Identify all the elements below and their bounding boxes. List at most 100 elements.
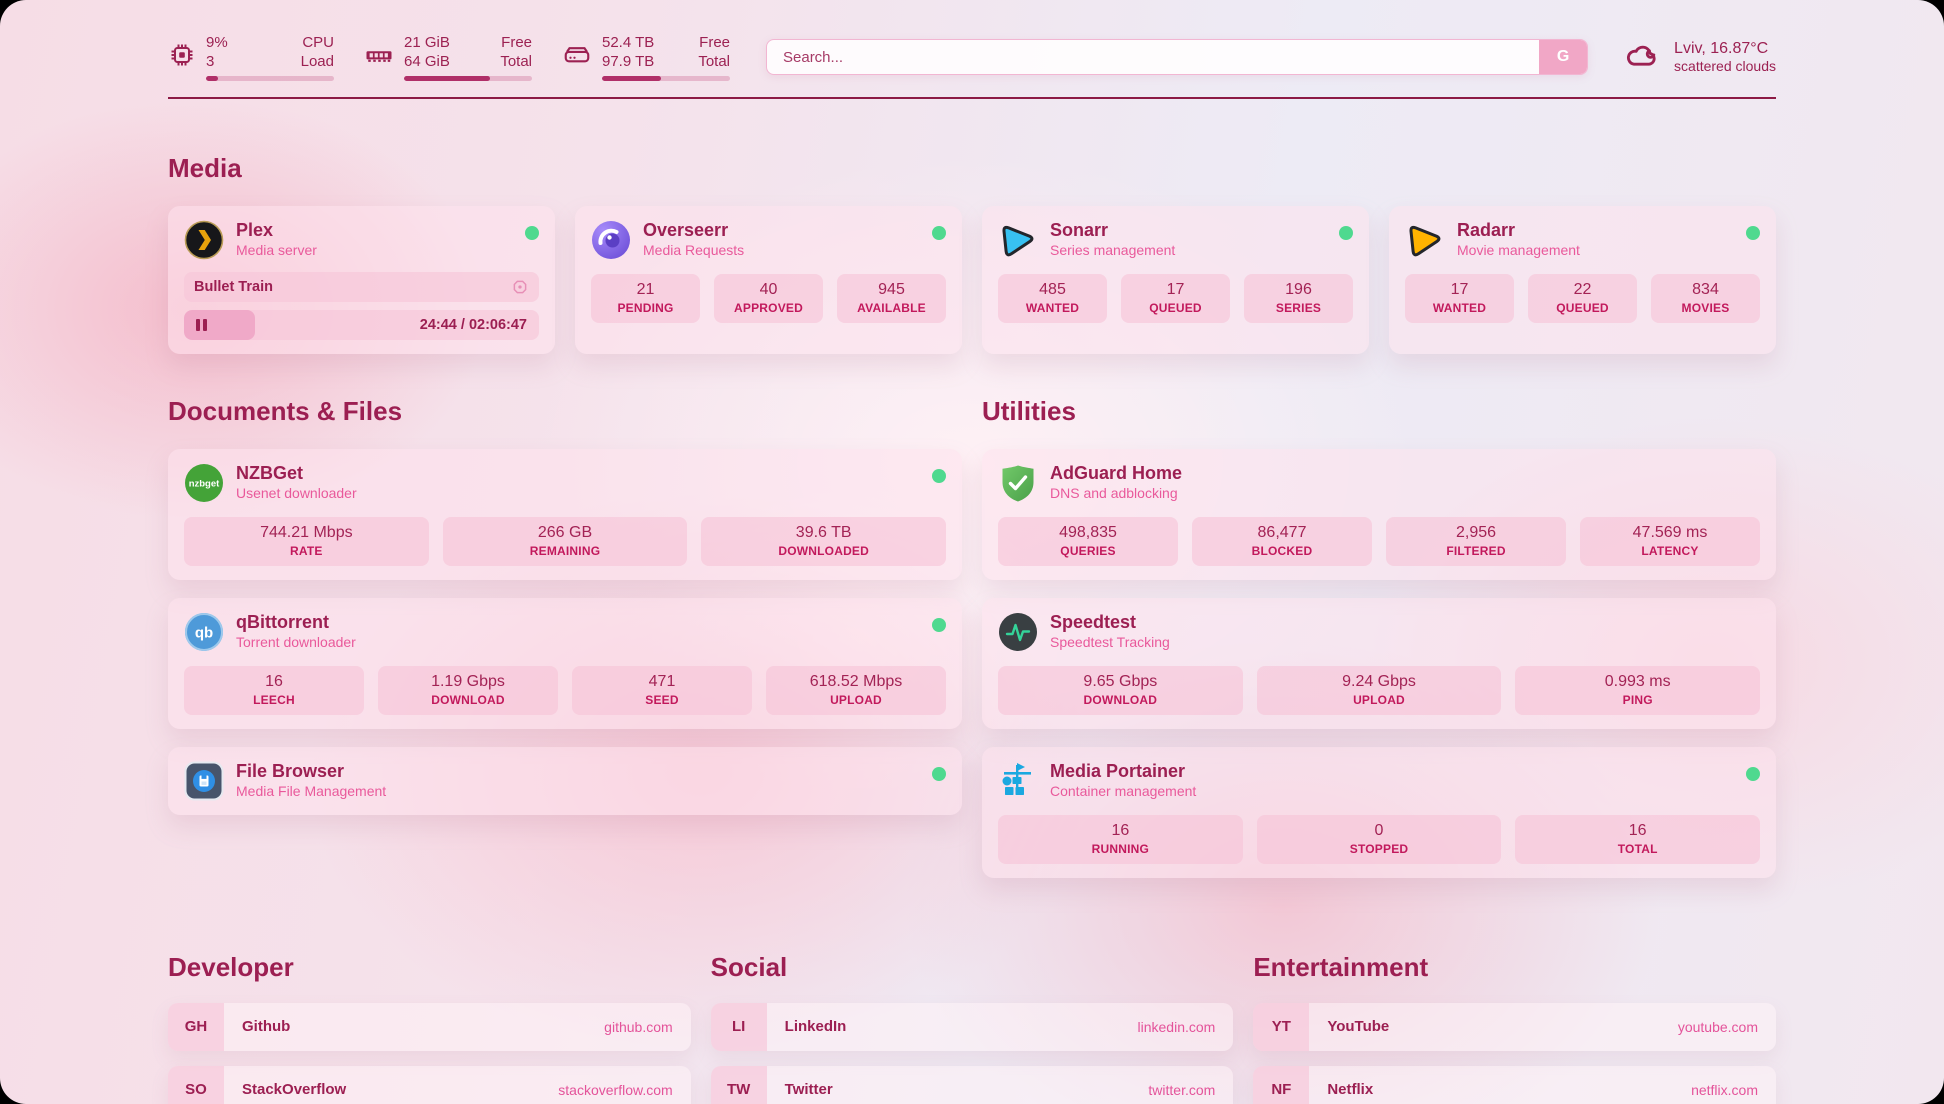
bookmark-url: netflix.com	[1691, 1081, 1758, 1098]
stat-block: 17 WANTED	[1405, 273, 1514, 323]
bookmark-github[interactable]: GH Github github.com	[168, 1002, 691, 1051]
app-title: AdGuard Home	[1050, 462, 1183, 483]
app-title: Media Portainer	[1050, 760, 1186, 781]
stat-block: 86,477 BLOCKED	[1192, 516, 1372, 566]
bookmark-url: youtube.com	[1677, 1018, 1758, 1035]
section-title-documents: Documents & Files	[168, 395, 403, 426]
app-card-radarr[interactable]: Radarr Movie management 17 WANTED 22 QUE…	[1389, 205, 1776, 354]
search-input[interactable]	[767, 40, 1540, 75]
bookmark-url: twitter.com	[1148, 1081, 1216, 1098]
app-card-nzbget[interactable]: nzbget NZBGet Usenet downloader 744.21 M…	[168, 448, 962, 580]
cpu-labels: CPU Load	[300, 34, 334, 70]
now-playing-track-row: Bullet Train	[184, 271, 539, 302]
stat-block: 618.52 Mbps UPLOAD	[766, 665, 946, 715]
disk-widget: 52.4 TB 97.9 TB Free Total	[562, 34, 730, 81]
top-bar: 9% 3 CPU Load	[168, 34, 1776, 81]
bookmark-stackoverflow[interactable]: SO StackOverflow stackoverflow.com	[168, 1065, 691, 1104]
section-title-utilities: Utilities	[982, 395, 1076, 426]
overseerr-icon	[591, 220, 631, 260]
bookmark-youtube[interactable]: YT YouTube youtube.com	[1253, 1002, 1776, 1051]
pause-icon[interactable]	[196, 318, 207, 331]
section-title-media: Media	[168, 152, 242, 183]
app-subtitle: Torrent downloader	[236, 634, 356, 651]
app-card-sonarr[interactable]: Sonarr Series management 485 WANTED 17 Q…	[982, 205, 1369, 354]
svg-text:nzbget: nzbget	[189, 478, 220, 489]
bookmark-abbr: NF	[1253, 1065, 1310, 1104]
status-dot	[932, 617, 946, 632]
bookmark-abbr: GH	[168, 1002, 224, 1051]
adguard-icon	[998, 463, 1038, 503]
svg-text:qb: qb	[195, 624, 213, 641]
bookmark-name: LinkedIn	[784, 1018, 847, 1035]
app-card-filebrowser[interactable]: File Browser Media File Management	[168, 746, 962, 815]
stat-block: 498,835 QUERIES	[998, 516, 1178, 566]
chip-icon	[168, 41, 196, 74]
app-card-speedtest[interactable]: Speedtest Speedtest Tracking 9.65 Gbps D…	[982, 597, 1776, 729]
app-card-portainer[interactable]: Media Portainer Container management 16 …	[982, 746, 1776, 878]
app-title: NZBGet	[236, 462, 303, 483]
now-playing-title: Bullet Train	[194, 278, 273, 295]
stat-block: 22 QUEUED	[1528, 273, 1637, 323]
stat-block: 471 SEED	[572, 665, 752, 715]
cpu-widget: 9% 3 CPU Load	[168, 34, 334, 81]
section-utilities: Utilities AdGuard Home	[982, 396, 1776, 878]
speedtest-icon	[998, 612, 1038, 652]
memory-progress-bar	[404, 75, 532, 81]
bookmark-linkedin[interactable]: LI LinkedIn linkedin.com	[710, 1002, 1234, 1051]
app-title: qBittorrent	[236, 611, 329, 632]
plex-icon	[184, 220, 224, 260]
search-provider-button[interactable]: G	[1539, 40, 1588, 75]
memory-labels: Free Total	[500, 34, 532, 70]
radarr-icon	[1405, 220, 1445, 260]
cloud-icon	[1622, 35, 1662, 80]
app-title: Sonarr	[1050, 219, 1109, 240]
app-card-overseerr[interactable]: Overseerr Media Requests 21 PENDING 40 A…	[575, 205, 962, 354]
bookmark-twitter[interactable]: TW Twitter twitter.com	[710, 1065, 1234, 1104]
status-dot	[932, 225, 946, 240]
section-title-developer: Developer	[168, 951, 294, 982]
section-documents: Documents & Files nzbget NZBGet Usenet d…	[168, 396, 962, 878]
app-title: Radarr	[1457, 219, 1516, 240]
stat-block: 9.65 Gbps DOWNLOAD	[998, 665, 1243, 715]
now-playing-widget: Bullet Train 24:44 / 02:06:47	[184, 271, 539, 340]
memory-values: 21 GiB 64 GiB	[404, 34, 450, 70]
disk-labels: Free Total	[698, 34, 730, 70]
app-subtitle: Speedtest Tracking	[1050, 634, 1170, 651]
bookmark-url: github.com	[604, 1018, 673, 1035]
disk-values: 52.4 TB 97.9 TB	[602, 34, 655, 70]
bookmark-netflix[interactable]: NF Netflix netflix.com	[1253, 1065, 1776, 1104]
stat-block: 16 TOTAL	[1515, 814, 1761, 864]
stat-block: 39.6 TB DOWNLOADED	[701, 516, 947, 566]
stat-block: 0 STOPPED	[1256, 814, 1502, 864]
app-title: Plex	[236, 219, 274, 240]
stat-block: 1.19 Gbps DOWNLOAD	[378, 665, 558, 715]
stat-block: 196 SERIES	[1244, 273, 1353, 323]
status-dot	[1746, 766, 1760, 781]
disk-progress-bar	[602, 75, 730, 81]
view-icon[interactable]	[511, 278, 529, 296]
cpu-progress-bar	[206, 75, 334, 81]
app-card-adguard[interactable]: AdGuard Home DNS and adblocking 498,835 …	[982, 448, 1776, 580]
header-divider	[168, 96, 1776, 99]
bookmark-group-developer: Developer GH Github github.com SO StackO…	[168, 952, 691, 1104]
memory-icon	[364, 40, 394, 75]
app-card-qbittorrent[interactable]: qb qBittorrent Torrent downloader 16 LEE…	[168, 597, 962, 729]
stat-block: 21 PENDING	[591, 273, 700, 323]
app-subtitle: Media Requests	[643, 242, 745, 259]
stat-block: 9.24 Gbps UPLOAD	[1256, 665, 1502, 715]
app-card-plex[interactable]: Plex Media server Bullet Train	[168, 205, 555, 354]
stat-block: 47.569 ms LATENCY	[1580, 516, 1760, 566]
resource-widgets: 9% 3 CPU Load	[168, 34, 730, 81]
sonarr-icon	[998, 220, 1038, 260]
section-title-entertainment: Entertainment	[1253, 951, 1429, 982]
weather-widget: Lviv, 16.87°C scattered clouds	[1622, 35, 1776, 80]
bookmark-name: Github	[242, 1018, 291, 1035]
bookmark-group-entertainment: Entertainment YT YouTube youtube.com NF …	[1253, 952, 1776, 1104]
now-playing-progress-row[interactable]: 24:44 / 02:06:47	[184, 309, 539, 340]
bookmark-abbr: YT	[1253, 1002, 1310, 1051]
stat-block: 485 WANTED	[998, 273, 1107, 323]
bookmark-name: StackOverflow	[242, 1081, 347, 1098]
section-media: Media Plex Media server	[168, 153, 1776, 354]
bookmark-name: Twitter	[784, 1081, 833, 1098]
